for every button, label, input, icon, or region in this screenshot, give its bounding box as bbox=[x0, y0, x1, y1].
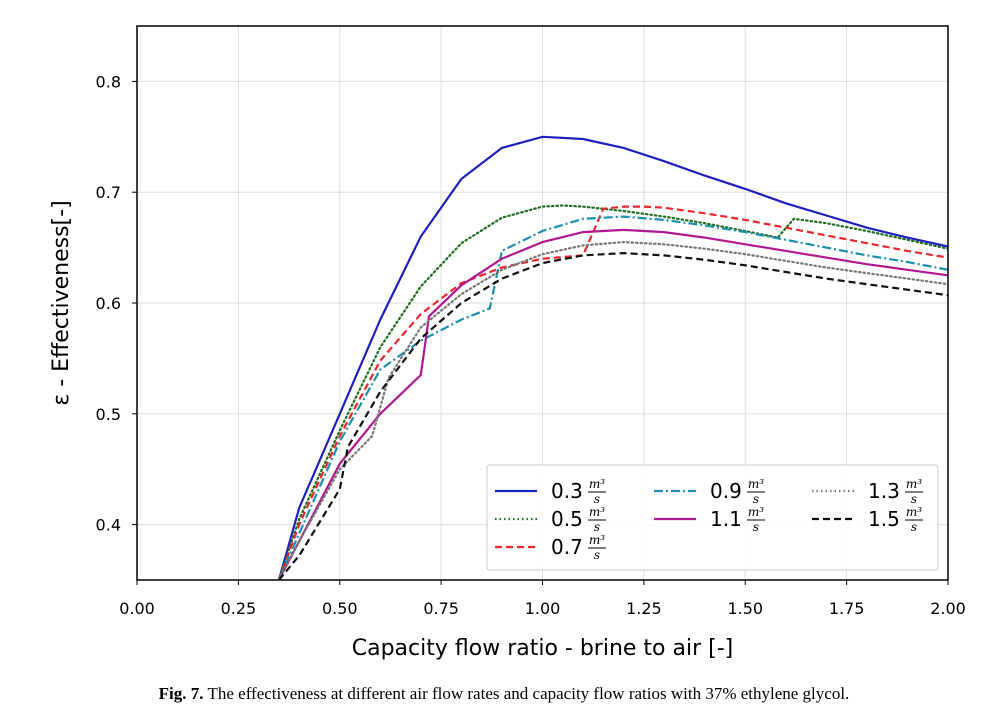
legend-unit-numerator: m³ bbox=[748, 505, 764, 519]
axis-ticks: 0.00 0.25 0.50 0.75 1.00 1.25 1.50 1.75 2.00 0.4 0… bbox=[96, 72, 966, 618]
series-line-0.9 bbox=[277, 215, 948, 580]
legend-unit-denominator: s bbox=[753, 520, 759, 534]
y-tick-label: 0.8 bbox=[96, 72, 121, 91]
legend-unit-denominator: s bbox=[594, 520, 600, 534]
legend-label-0.7: 0.7 bbox=[551, 535, 583, 559]
line-chart: 0.00 0.25 0.50 0.75 1.00 1.25 1.50 1.75 2.00 0.4 0… bbox=[49, 25, 966, 661]
legend-unit-numerator: m³ bbox=[906, 477, 922, 491]
x-axis-label: Capacity flow ratio - brine to air [-] bbox=[352, 636, 734, 661]
y-tick-label: 0.7 bbox=[96, 183, 121, 202]
x-tick-label: 1.00 bbox=[525, 599, 561, 618]
legend-unit-denominator: s bbox=[753, 492, 759, 506]
legend-unit-numerator: m³ bbox=[589, 533, 605, 547]
series-lines bbox=[277, 135, 948, 580]
legend-label-1.1: 1.1 bbox=[710, 507, 742, 531]
y-tick-label: 0.4 bbox=[96, 516, 121, 535]
legend-unit-denominator: s bbox=[594, 492, 600, 506]
legend-label-1.3: 1.3 bbox=[868, 479, 900, 503]
legend-box bbox=[486, 464, 939, 571]
figure-caption: Fig. 7. The effectiveness at different a… bbox=[0, 684, 1008, 704]
series-line-1.1 bbox=[277, 228, 948, 580]
legend-label-0.9: 0.9 bbox=[710, 479, 742, 503]
legend-unit-numerator: m³ bbox=[589, 505, 605, 519]
x-tick-label: 0.75 bbox=[423, 599, 459, 618]
x-tick-label: 1.50 bbox=[727, 599, 763, 618]
x-tick-label: 0.00 bbox=[119, 599, 155, 618]
series-line-0.3 bbox=[277, 135, 948, 580]
x-tick-label: 0.25 bbox=[221, 599, 257, 618]
y-tick-label: 0.5 bbox=[96, 405, 121, 424]
series-line-1.3 bbox=[277, 240, 948, 580]
x-tick-label: 1.25 bbox=[626, 599, 662, 618]
caption-text: The effectiveness at different air flow … bbox=[203, 684, 850, 703]
x-tick-label: 1.75 bbox=[829, 599, 865, 618]
grid bbox=[136, 26, 949, 580]
legend-unit-numerator: m³ bbox=[589, 477, 605, 491]
series-line-0.7 bbox=[277, 205, 948, 580]
legend-unit-denominator: s bbox=[911, 492, 917, 506]
legend-unit-numerator: m³ bbox=[748, 477, 764, 491]
caption-label: Fig. 7. bbox=[158, 684, 204, 703]
legend-label-0.3: 0.3 bbox=[551, 479, 583, 503]
y-tick-label: 0.6 bbox=[96, 294, 121, 313]
legend-unit-denominator: s bbox=[594, 548, 600, 562]
legend-unit-numerator: m³ bbox=[906, 505, 922, 519]
legend-label-1.5: 1.5 bbox=[868, 507, 900, 531]
x-tick-label: 2.00 bbox=[930, 599, 966, 618]
x-tick-label: 0.50 bbox=[322, 599, 358, 618]
legend-label-0.5: 0.5 bbox=[551, 507, 583, 531]
y-axis-label: ε - Effectiveness[-] bbox=[49, 200, 74, 405]
legend-unit-denominator: s bbox=[911, 520, 917, 534]
